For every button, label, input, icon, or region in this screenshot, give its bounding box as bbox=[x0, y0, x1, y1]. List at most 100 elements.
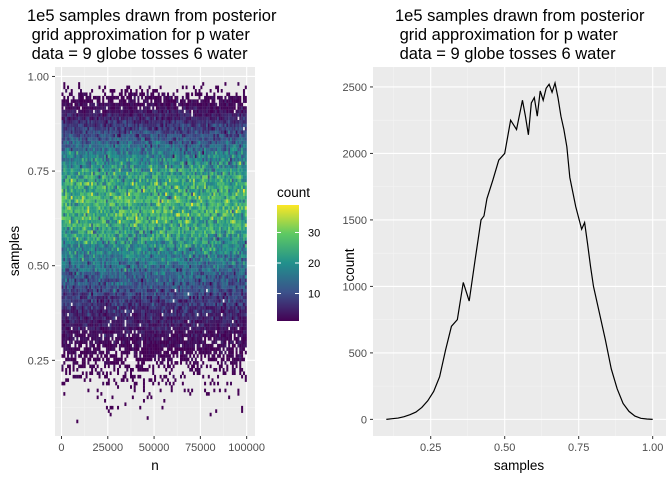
heatmap-cell bbox=[105, 374, 108, 379]
heatmap-cell bbox=[107, 206, 110, 210]
heatmap-cell bbox=[107, 182, 110, 186]
heatmap-cell bbox=[165, 374, 168, 379]
heatmap-cell bbox=[104, 151, 107, 155]
heatmap-cell bbox=[148, 271, 151, 276]
heatmap-cell bbox=[144, 216, 147, 221]
heatmap-cell bbox=[113, 254, 116, 258]
heatmap-cell bbox=[150, 209, 153, 214]
heatmap-cell bbox=[78, 364, 81, 369]
heatmap-cell bbox=[78, 233, 81, 238]
heatmap-cell bbox=[65, 261, 68, 265]
heatmap-cell bbox=[117, 336, 120, 341]
heatmap-cell bbox=[94, 213, 97, 217]
heatmap-cell bbox=[135, 306, 138, 310]
heatmap-cell bbox=[109, 209, 112, 214]
heatmap-cell bbox=[89, 209, 92, 214]
heatmap-cell bbox=[109, 133, 112, 138]
heatmap-cell bbox=[128, 116, 131, 121]
heatmap-cell bbox=[113, 161, 116, 165]
heatmap-cell bbox=[157, 230, 160, 234]
heatmap-cell bbox=[172, 374, 175, 379]
heatmap-cell bbox=[63, 292, 66, 296]
heatmap-cell bbox=[141, 199, 144, 203]
heatmap-cell bbox=[104, 237, 107, 241]
heatmap-cell bbox=[67, 275, 70, 279]
heatmap-cell bbox=[118, 202, 121, 207]
heatmap-cell bbox=[167, 333, 170, 338]
heatmap-cell bbox=[94, 188, 97, 193]
heatmap-cell bbox=[98, 336, 101, 341]
heatmap-cell bbox=[120, 275, 123, 279]
heatmap-cell bbox=[104, 336, 107, 341]
heatmap-cell bbox=[111, 333, 114, 338]
heatmap-cell bbox=[165, 99, 168, 103]
heatmap-cell bbox=[115, 182, 118, 186]
heatmap-cell bbox=[150, 195, 153, 200]
heatmap-cell bbox=[107, 116, 110, 121]
heatmap-cell bbox=[128, 206, 131, 210]
heatmap-cell bbox=[102, 323, 105, 327]
heatmap-cell bbox=[146, 223, 149, 227]
heatmap-cell bbox=[117, 299, 120, 303]
heatmap-cell bbox=[150, 188, 153, 193]
heatmap-cell bbox=[81, 199, 84, 203]
heatmap-cell bbox=[142, 161, 145, 165]
heatmap-cell bbox=[80, 240, 82, 245]
heatmap-cell bbox=[139, 295, 142, 300]
heatmap-cell bbox=[126, 343, 129, 348]
heatmap-cell bbox=[141, 202, 144, 207]
heatmap-cell bbox=[67, 240, 70, 245]
heatmap-cell bbox=[104, 295, 107, 300]
heatmap-cell bbox=[161, 285, 164, 289]
heatmap-cell bbox=[67, 151, 70, 155]
heatmap-cell bbox=[100, 330, 103, 334]
heatmap-cell bbox=[80, 292, 82, 296]
heatmap-cell bbox=[157, 264, 160, 269]
heatmap-cell bbox=[96, 271, 99, 276]
heatmap-cell bbox=[85, 240, 88, 245]
heatmap-cell bbox=[178, 295, 181, 300]
heatmap-cell bbox=[155, 233, 158, 238]
heatmap-cell bbox=[94, 171, 97, 176]
heatmap-cell bbox=[141, 116, 144, 121]
heatmap-cell bbox=[159, 182, 162, 186]
heatmap-cell bbox=[83, 285, 86, 289]
heatmap-cell bbox=[161, 233, 164, 238]
heatmap-cell bbox=[63, 82, 66, 86]
heatmap-cell bbox=[115, 102, 118, 107]
heatmap-cell bbox=[104, 219, 107, 224]
heatmap-cell bbox=[141, 161, 144, 165]
heatmap-cell bbox=[146, 230, 149, 234]
heatmap-cell bbox=[142, 367, 145, 372]
heatmap-cell bbox=[87, 230, 90, 234]
heatmap-cell bbox=[65, 285, 68, 289]
heatmap-cell bbox=[113, 316, 116, 320]
heatmap-cells bbox=[61, 82, 247, 424]
heatmap-cell bbox=[174, 168, 177, 172]
heatmap-cell bbox=[111, 192, 114, 196]
heatmap-cell bbox=[91, 264, 94, 269]
heatmap-cell bbox=[104, 398, 107, 403]
heatmap-cell bbox=[81, 330, 84, 334]
heatmap-cell bbox=[165, 244, 168, 248]
heatmap-cell bbox=[161, 154, 164, 159]
heatmap-cell bbox=[74, 237, 77, 241]
heatmap-cell bbox=[80, 340, 82, 345]
heatmap-cell bbox=[128, 244, 131, 248]
heatmap-cell bbox=[141, 268, 144, 272]
heatmap-cell bbox=[137, 188, 140, 193]
heatmap-cell bbox=[100, 292, 103, 296]
heatmap-cell bbox=[105, 137, 108, 141]
heatmap-cell bbox=[131, 340, 134, 345]
heatmap-cell bbox=[104, 178, 107, 183]
heatmap-cell bbox=[102, 254, 105, 258]
heatmap-cell bbox=[124, 240, 127, 245]
heatmap-cell bbox=[135, 161, 138, 165]
heatmap-cell bbox=[174, 199, 177, 203]
heatmap-cell bbox=[80, 257, 82, 262]
heatmap-cell bbox=[163, 195, 166, 200]
heatmap-cell bbox=[89, 264, 92, 269]
heatmap-cell bbox=[174, 213, 177, 217]
heatmap-cell bbox=[96, 195, 99, 200]
heatmap-cell bbox=[61, 244, 64, 248]
